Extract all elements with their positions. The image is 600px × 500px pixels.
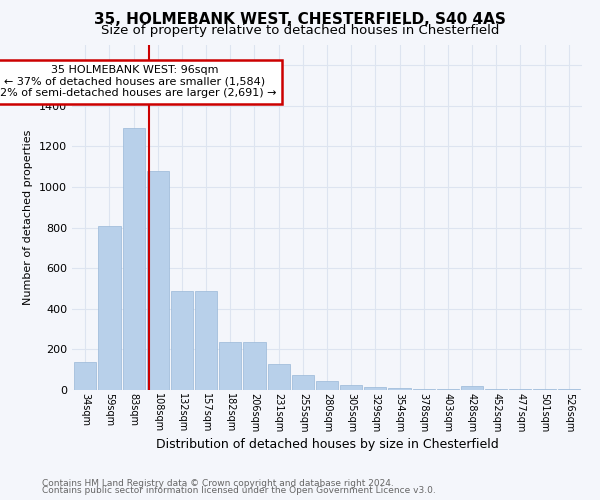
Text: Size of property relative to detached houses in Chesterfield: Size of property relative to detached ho… xyxy=(101,24,499,37)
Bar xyxy=(146,171,169,390)
Text: 35 HOLMEBANK WEST: 96sqm
← 37% of detached houses are smaller (1,584)
62% of sem: 35 HOLMEBANK WEST: 96sqm ← 37% of detach… xyxy=(0,66,277,98)
Bar xyxy=(557,389,580,390)
Bar xyxy=(74,362,97,390)
Bar xyxy=(122,128,145,390)
Bar xyxy=(388,388,410,390)
Bar xyxy=(340,385,362,390)
Text: Contains public sector information licensed under the Open Government Licence v3: Contains public sector information licen… xyxy=(42,486,436,495)
Bar xyxy=(98,226,121,390)
Bar xyxy=(364,387,386,390)
Bar xyxy=(413,389,435,390)
Y-axis label: Number of detached properties: Number of detached properties xyxy=(23,130,34,305)
Bar xyxy=(219,342,241,390)
Bar xyxy=(195,290,217,390)
X-axis label: Distribution of detached houses by size in Chesterfield: Distribution of detached houses by size … xyxy=(155,438,499,451)
Bar xyxy=(292,375,314,390)
Text: Contains HM Land Registry data © Crown copyright and database right 2024.: Contains HM Land Registry data © Crown c… xyxy=(42,478,394,488)
Bar xyxy=(268,364,290,390)
Bar xyxy=(437,389,459,390)
Bar xyxy=(533,389,556,390)
Bar xyxy=(171,290,193,390)
Bar xyxy=(461,386,483,390)
Text: 35, HOLMEBANK WEST, CHESTERFIELD, S40 4AS: 35, HOLMEBANK WEST, CHESTERFIELD, S40 4A… xyxy=(94,12,506,28)
Bar xyxy=(316,381,338,390)
Bar xyxy=(244,342,266,390)
Bar xyxy=(509,389,532,390)
Bar xyxy=(485,389,508,390)
